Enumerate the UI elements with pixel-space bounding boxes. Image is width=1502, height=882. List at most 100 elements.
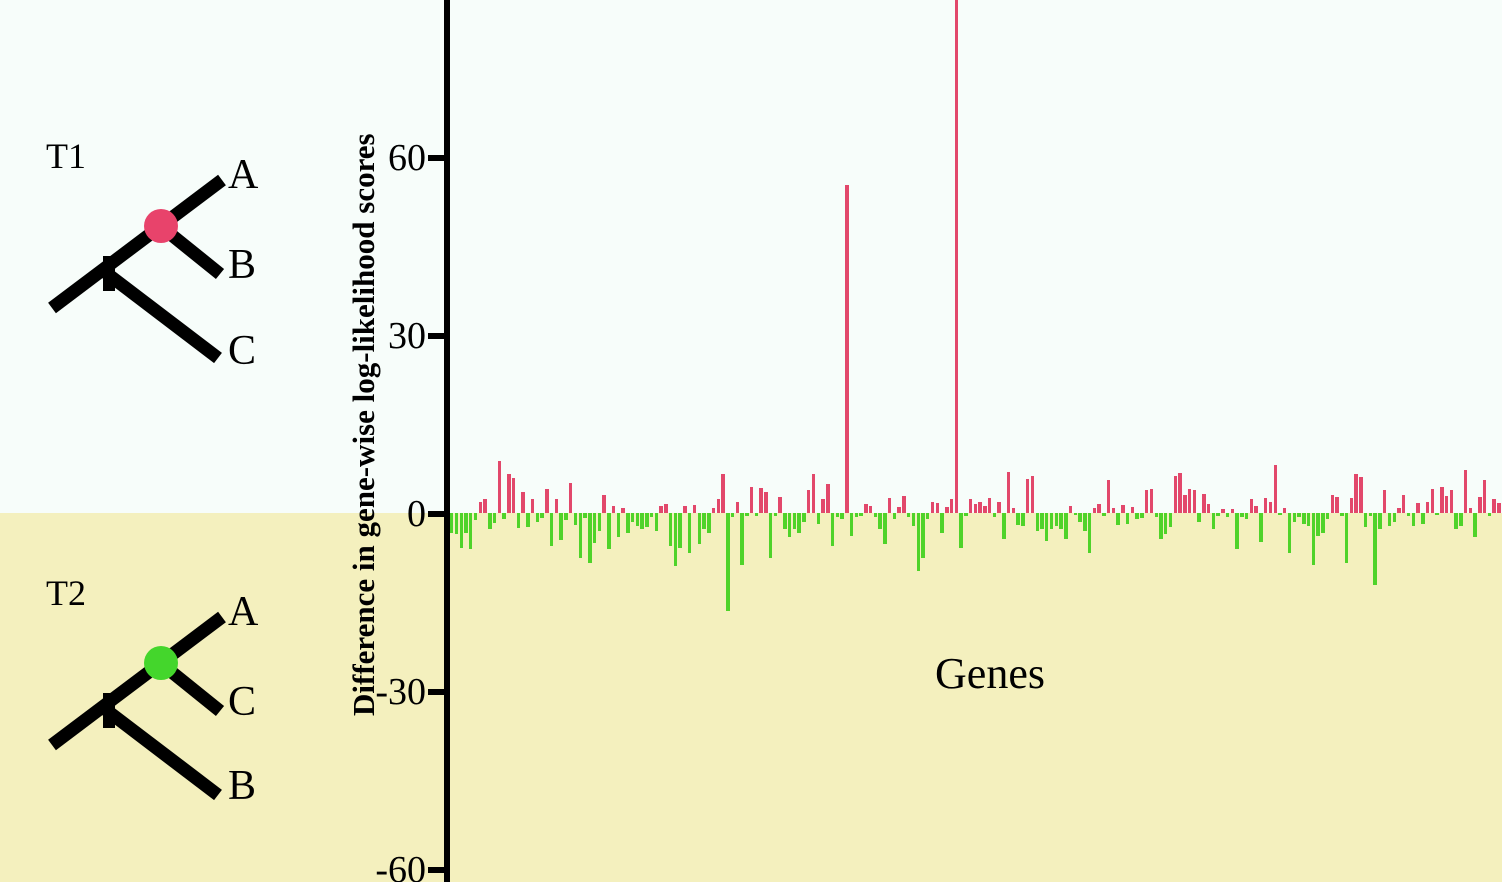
gene-bar: [1297, 513, 1301, 517]
gene-bar: [1106, 480, 1111, 513]
gene-bar: [511, 478, 516, 513]
gene-bar: [659, 506, 663, 513]
t1-leaf-a-label: A: [228, 152, 259, 198]
gene-bar: [902, 496, 906, 513]
gene-bar: [583, 513, 587, 518]
gene-bar: [716, 499, 721, 513]
gene-bar: [1102, 513, 1106, 516]
gene-bar: [749, 487, 754, 513]
x-axis-title: Genes: [935, 649, 1045, 698]
gene-bar: [835, 513, 840, 517]
y-tick-mark: [428, 333, 444, 339]
gene-bar: [816, 513, 820, 524]
gene-bar: [1125, 513, 1130, 524]
gene-bar: [983, 506, 987, 513]
y-axis-title: Difference in gene-wise log-likelihood s…: [346, 133, 381, 717]
gene-bar: [668, 513, 673, 546]
gene-bar: [502, 513, 506, 519]
gene-bar: [1187, 489, 1192, 513]
gene-bar: [1487, 513, 1492, 516]
bar-plot-area: [450, 0, 1502, 882]
gene-bar: [859, 513, 863, 516]
gene-bar: [645, 513, 649, 527]
gene-bar: [1244, 513, 1249, 519]
gene-bar: [602, 495, 606, 513]
gene-bar: [597, 513, 602, 531]
tree-t2-label: T2: [46, 573, 86, 613]
gene-bar: [1335, 497, 1339, 513]
t2-leaf-b-label: B: [228, 763, 257, 809]
gene-bar: [635, 513, 640, 526]
gene-bar: [906, 513, 911, 517]
gene-bar: [1287, 513, 1292, 553]
gene-bar: [549, 513, 554, 546]
gene-bar: [792, 513, 797, 529]
gene-bar: [1316, 513, 1320, 536]
gene-bar: [1416, 503, 1420, 513]
gene-bar: [1411, 513, 1415, 526]
gene-bar: [987, 498, 992, 513]
t2-leaf-c-label: C: [228, 679, 257, 725]
gene-bar: [964, 513, 968, 516]
gene-bar: [1330, 495, 1335, 513]
gene-bar: [892, 513, 897, 519]
gene-bar: [711, 508, 716, 513]
gene-bar: [959, 513, 963, 548]
gene-bar: [1454, 513, 1458, 529]
gene-bar: [1173, 476, 1177, 513]
gene-bar: [592, 513, 597, 543]
gene-bar: [1302, 513, 1306, 524]
gene-bar: [483, 499, 487, 513]
gene-bar: [554, 499, 559, 513]
gene-bar: [868, 506, 873, 513]
gene-bar: [840, 513, 844, 519]
gene-bar: [978, 502, 982, 513]
gene-bar: [1225, 513, 1230, 517]
gene-bar: [1325, 513, 1330, 519]
y-tick-mark: [428, 689, 444, 695]
gene-bar: [1192, 490, 1197, 513]
gene-bar: [940, 513, 944, 533]
gene-bar: [1383, 490, 1387, 513]
gene-bar: [1278, 513, 1282, 515]
gene-bar: [887, 498, 892, 513]
gene-bar: [521, 492, 525, 513]
gene-bar: [1149, 489, 1154, 513]
gene-bar: [1402, 495, 1406, 513]
gene-bar: [1459, 513, 1463, 526]
gene-bar: [1045, 513, 1049, 541]
gene-bar: [945, 507, 949, 513]
gene-bar: [1359, 477, 1363, 513]
tree-t1-diagram: [48, 174, 226, 364]
gene-bar: [1040, 513, 1044, 529]
gene-bar: [1440, 487, 1444, 513]
gene-bar: [935, 503, 939, 513]
gene-bar: [730, 513, 735, 517]
tree-t2-diagram: [48, 611, 226, 801]
gene-bar: [802, 513, 806, 522]
gene-bar: [1349, 498, 1354, 513]
gene-bar: [1283, 508, 1287, 513]
gene-bar: [1183, 495, 1187, 513]
gene-bar: [1478, 497, 1482, 513]
gene-bar: [683, 506, 687, 513]
gene-bar: [1449, 490, 1454, 513]
gene-bar: [1078, 513, 1082, 522]
gene-bar: [930, 502, 935, 513]
gene-bar: [564, 513, 568, 520]
y-tick-label: -60: [375, 849, 426, 882]
gene-bar: [1354, 474, 1358, 513]
gene-bar: [1092, 508, 1097, 513]
gene-bar: [664, 504, 668, 513]
gene-bar: [1373, 513, 1377, 585]
gene-bar: [1468, 508, 1473, 513]
t1-leaf-c-label: C: [228, 328, 257, 374]
gene-bar: [464, 513, 468, 533]
gene-bar: [1292, 513, 1296, 522]
gene-bar: [1159, 513, 1163, 539]
gene-bar: [1240, 513, 1244, 517]
gene-bar: [1140, 513, 1144, 518]
gene-bar: [1206, 504, 1211, 513]
tree-t1-label: T1: [46, 136, 86, 176]
gene-bar: [1444, 496, 1449, 513]
